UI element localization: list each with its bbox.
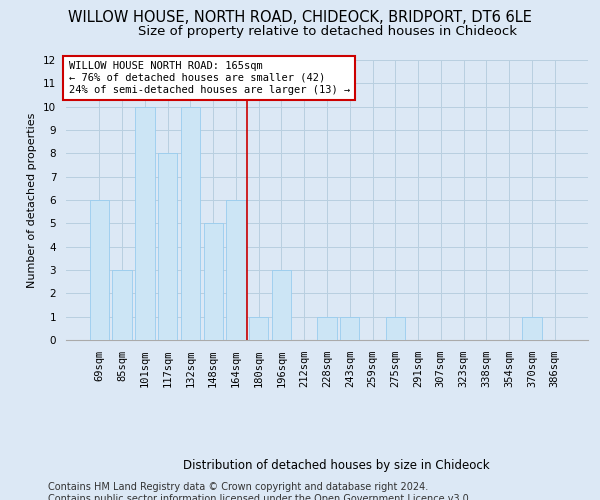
Bar: [158, 154, 178, 340]
Bar: [522, 316, 542, 340]
Bar: [203, 224, 223, 340]
Bar: [249, 316, 268, 340]
Bar: [317, 316, 337, 340]
Text: WILLOW HOUSE NORTH ROAD: 165sqm
← 76% of detached houses are smaller (42)
24% of: WILLOW HOUSE NORTH ROAD: 165sqm ← 76% of…: [68, 62, 350, 94]
Text: Distribution of detached houses by size in Chideock: Distribution of detached houses by size …: [182, 460, 490, 472]
Bar: [340, 316, 359, 340]
Bar: [135, 106, 155, 340]
Bar: [181, 106, 200, 340]
Bar: [226, 200, 245, 340]
Bar: [272, 270, 291, 340]
Bar: [90, 200, 109, 340]
Text: Contains HM Land Registry data © Crown copyright and database right 2024.
Contai: Contains HM Land Registry data © Crown c…: [48, 482, 472, 500]
Bar: [386, 316, 405, 340]
Y-axis label: Number of detached properties: Number of detached properties: [28, 112, 37, 288]
Text: WILLOW HOUSE, NORTH ROAD, CHIDEOCK, BRIDPORT, DT6 6LE: WILLOW HOUSE, NORTH ROAD, CHIDEOCK, BRID…: [68, 10, 532, 25]
Bar: [112, 270, 132, 340]
Title: Size of property relative to detached houses in Chideock: Size of property relative to detached ho…: [137, 25, 517, 38]
